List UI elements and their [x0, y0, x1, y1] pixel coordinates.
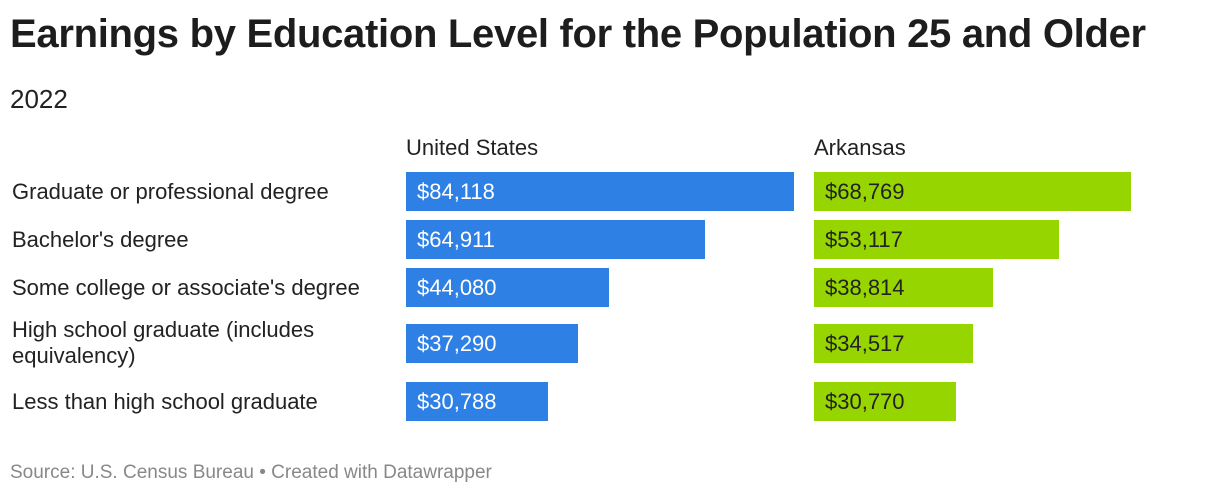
source-footer: Source: U.S. Census Bureau • Created wit… [10, 462, 492, 483]
row-label-some-college: Some college or associate's degree [12, 275, 360, 300]
bar-value-label-ar-0: $68,769 [825, 179, 905, 204]
column-header-arkansas: Arkansas [814, 135, 906, 160]
bar-ar-2 [814, 268, 993, 307]
bar-value-label-ar-3: $34,517 [825, 331, 905, 356]
row-label-bachelors: Bachelor's degree [12, 227, 189, 252]
bar-us-0 [406, 172, 794, 211]
chart-title: Earnings by Education Level for the Popu… [10, 12, 1146, 56]
row-label-less-than-high-school: Less than high school graduate [12, 389, 318, 414]
bar-value-label-us-2: $44,080 [417, 275, 497, 300]
bar-us-2 [406, 268, 609, 307]
bar-ar-4 [814, 382, 956, 421]
row-label-graduate: Graduate or professional degree [12, 179, 329, 204]
bar-ar-0 [814, 172, 1131, 211]
bar-us-4 [406, 382, 548, 421]
bar-ar-3 [814, 324, 973, 363]
bar-value-label-us-1: $64,911 [417, 227, 495, 252]
bar-us-1 [406, 220, 705, 259]
column-header-united-states: United States [406, 135, 539, 160]
bar-value-label-ar-4: $30,770 [825, 389, 905, 414]
row-label-high-school: High school graduate (includes equivalen… [12, 317, 315, 368]
bar-value-label-us-0: $84,118 [417, 179, 495, 204]
bar-us-3 [406, 324, 578, 363]
bar-ar-1 [814, 220, 1059, 259]
bar-value-label-us-4: $30,788 [417, 389, 497, 414]
chart-subtitle: 2022 [10, 84, 68, 114]
bar-value-label-ar-1: $53,117 [825, 227, 903, 252]
bar-value-label-ar-2: $38,814 [825, 275, 905, 300]
bar-value-label-us-3: $37,290 [417, 331, 497, 356]
